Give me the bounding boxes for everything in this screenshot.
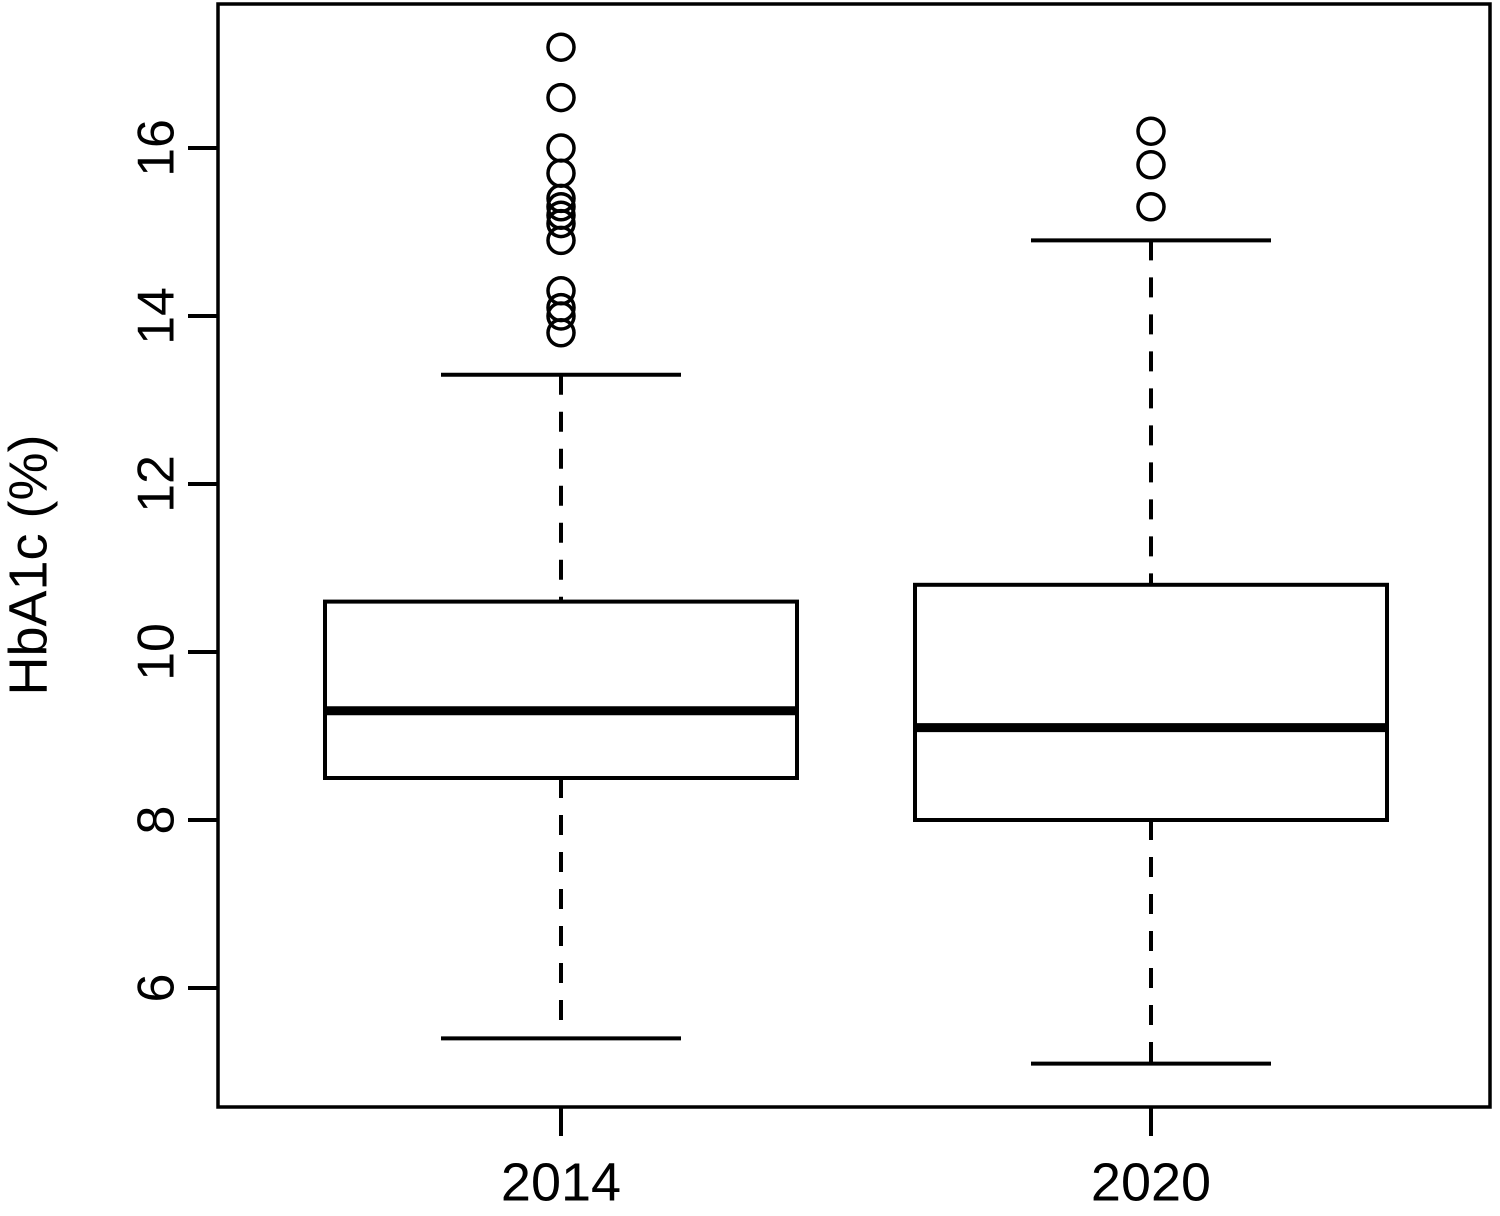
iqr-box xyxy=(913,582,1389,822)
outlier-point xyxy=(1136,116,1166,146)
y-tick-label: 14 xyxy=(128,287,186,345)
outlier-point xyxy=(546,133,576,163)
plot-frame xyxy=(216,2,1492,1109)
outlier-point xyxy=(1136,150,1166,180)
outlier-point xyxy=(546,32,576,62)
y-tick-label: 10 xyxy=(128,623,186,681)
outlier-point xyxy=(546,158,576,188)
outlier-point xyxy=(546,200,576,230)
outlier-point xyxy=(546,82,576,113)
y-tick-label: 8 xyxy=(128,806,186,835)
iqr-box xyxy=(323,599,799,780)
y-axis-title: HbA1c (%) xyxy=(0,434,58,695)
y-tick-label: 12 xyxy=(128,455,186,513)
outlier-point xyxy=(1136,192,1166,222)
box-group-2020 xyxy=(913,116,1389,1066)
y-tick-label: 6 xyxy=(128,974,186,1003)
outlier-point xyxy=(546,276,576,306)
x-category-label: 2020 xyxy=(1091,1152,1211,1212)
x-category-label: 2014 xyxy=(501,1152,621,1212)
box-group-2014 xyxy=(323,32,799,1041)
outlier-point xyxy=(546,292,576,323)
y-tick-label: 16 xyxy=(128,119,186,177)
outlier-point xyxy=(546,192,576,222)
